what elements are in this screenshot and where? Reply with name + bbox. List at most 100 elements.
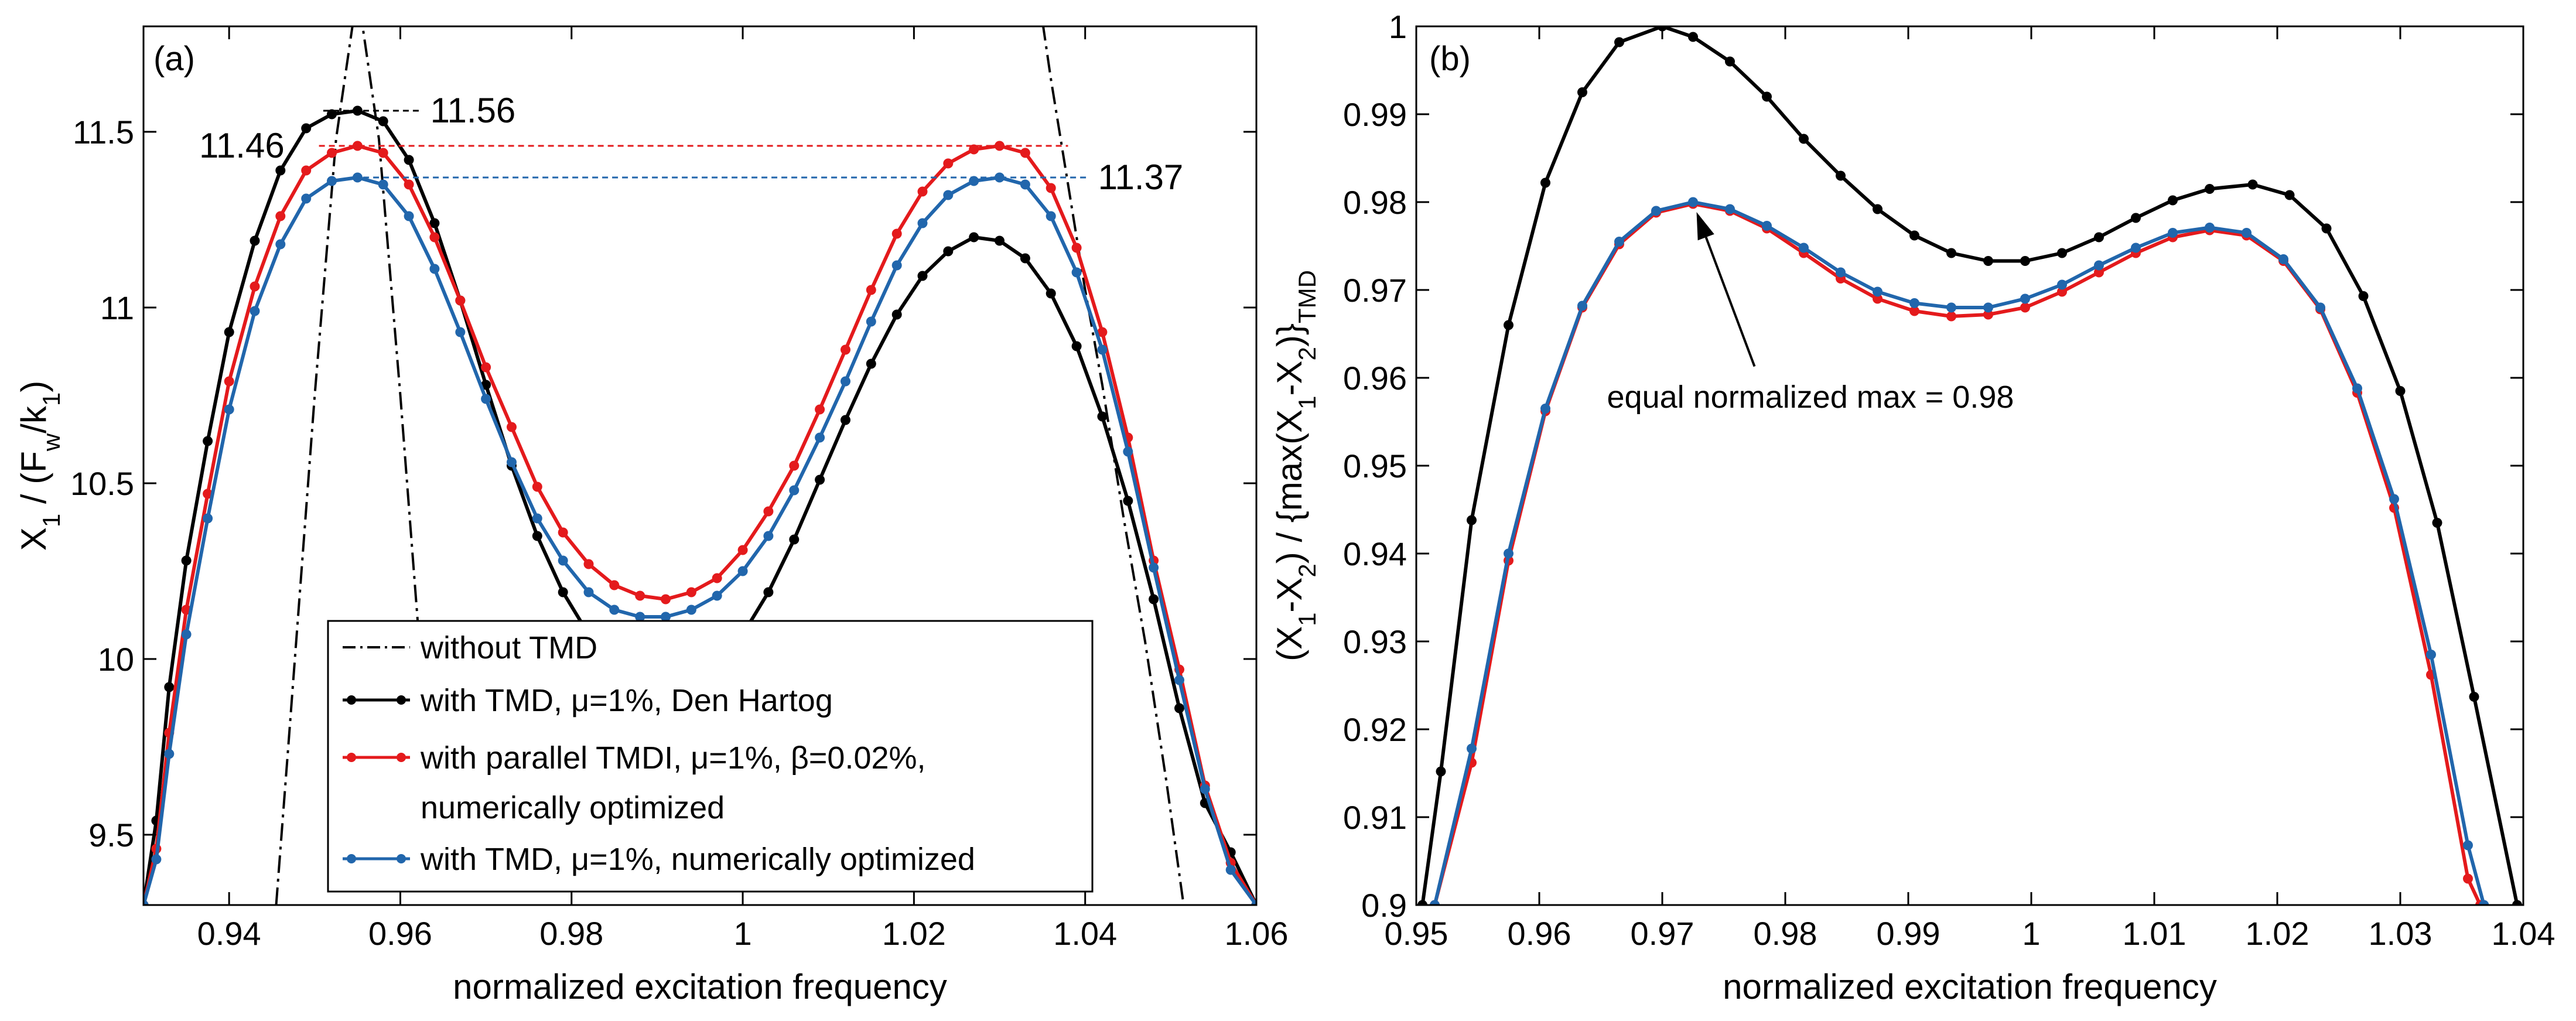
b-point-with-tmd-numerically-optimized-27 — [2426, 650, 2436, 660]
a-point-with-tmd-1-numerically-optimized-43 — [1200, 784, 1210, 794]
legend-marker-tmd-optimized-1 — [347, 854, 356, 863]
a-point-with-tmd-1-numerically-optimized-39 — [1097, 344, 1108, 355]
a-point-with-parallel-tmdi-1-0-02-numerically-optimized-19 — [583, 559, 594, 569]
b-point-with-tmd-den-hartog-15 — [1946, 248, 1956, 258]
a-point-with-tmd-1-den-hartog-28 — [815, 474, 825, 485]
a-point-with-tmd-1-numerically-optimized-16 — [507, 457, 517, 467]
a-point-with-tmd-1-den-hartog-31 — [891, 309, 902, 320]
b-point-with-tmd-numerically-optimized-10 — [1799, 243, 1809, 253]
a-point-with-tmd-1-den-hartog-35 — [995, 235, 1005, 246]
b-xtick-label-9: 1.04 — [2492, 915, 2555, 952]
a-point-with-tmd-1-numerically-optimized-40 — [1123, 446, 1133, 457]
a-point-with-parallel-tmdi-1-0-02-numerically-optimized-31 — [891, 228, 902, 239]
a-xtick-label-4: 1.02 — [882, 915, 946, 952]
a-point-with-tmd-1-den-hartog-9 — [327, 109, 337, 119]
a-point-with-tmd-1-numerically-optimized-19 — [583, 587, 594, 597]
ylabel-b-part-h: 2 — [1293, 347, 1321, 360]
b-point-with-tmd-den-hartog-6 — [1614, 37, 1624, 47]
a-xtick-label-2: 0.98 — [539, 915, 603, 952]
panel-b: 0.95 0.96 0.97 0.98 0.99 1 1.01 1.02 1.03 1.04 0.9… — [1270, 8, 2555, 1006]
b-ytick-label-0: 0.9 — [1361, 887, 1407, 924]
a-point-with-tmd-1-den-hartog-36 — [1020, 253, 1030, 264]
panel-b-xlabel: normalized excitation frequency — [1723, 967, 2217, 1006]
a-series-line-without-tmd-right-branch — [1042, 26, 1185, 905]
a-ytick-label-0: 9.5 — [88, 817, 134, 853]
a-point-with-parallel-tmdi-1-0-02-numerically-optimized-27 — [789, 460, 800, 471]
a-point-with-parallel-tmdi-1-0-02-numerically-optimized-32 — [917, 186, 928, 197]
a-point-with-parallel-tmdi-1-0-02-numerically-optimized-25 — [737, 545, 748, 555]
b-point-with-tmd-den-hartog-13 — [1873, 204, 1883, 214]
a-xtick-label-3: 1 — [733, 915, 751, 952]
legend-label-tmdi-line2: numerically optimized — [421, 790, 725, 825]
b-ytick-label-5: 0.95 — [1343, 448, 1407, 484]
legend-marker-tmd-optimized-2 — [397, 854, 406, 863]
ylabel-b-part-b: 1 — [1293, 613, 1321, 626]
a-point-with-tmd-1-den-hartog-7 — [275, 165, 286, 176]
legend-marker-tmdi-2 — [397, 753, 406, 762]
a-point-with-tmd-1-den-hartog-33 — [943, 246, 954, 257]
annotation-equal-normalized-max: equal normalized max = 0.98 — [1607, 380, 2014, 415]
panel-b-frame — [1415, 25, 2524, 906]
ylabel-a-part-f: 1 — [37, 392, 65, 406]
panel-a-legend: without TMD with TMD, μ=1%, Den Hartog w… — [327, 620, 1094, 893]
b-point-with-tmd-den-hartog-11 — [1799, 134, 1809, 144]
panel-b-plot-area — [1416, 26, 2523, 905]
b-point-with-tmd-den-hartog-23 — [2247, 179, 2258, 190]
b-point-with-tmd-numerically-optimized-29 — [2479, 900, 2489, 905]
b-point-with-parallel-tmdi-28 — [2463, 873, 2473, 884]
annotation-arrow-head — [1696, 212, 1714, 241]
b-point-with-tmd-numerically-optimized-26 — [2389, 494, 2399, 504]
b-ytick-label-8: 0.98 — [1343, 184, 1407, 221]
b-point-with-tmd-numerically-optimized-21 — [2205, 223, 2215, 233]
a-point-with-tmd-1-den-hartog-29 — [841, 415, 850, 425]
b-xtick-label-7: 1.02 — [2246, 915, 2309, 952]
b-point-with-tmd-numerically-optimized-6 — [1651, 206, 1661, 216]
b-point-with-tmd-den-hartog-21 — [2168, 195, 2178, 206]
a-point-with-tmd-1-numerically-optimized-31 — [891, 260, 902, 271]
b-point-with-parallel-tmdi-18 — [2094, 267, 2104, 278]
b-ytick-label-7: 0.97 — [1343, 272, 1407, 309]
a-xtick-label-1: 0.96 — [368, 915, 432, 952]
a-point-with-tmd-1-den-hartog-41 — [1149, 594, 1159, 605]
a-point-with-tmd-1-den-hartog-17 — [532, 531, 542, 541]
panel-a-series — [144, 26, 1256, 905]
b-point-with-tmd-numerically-optimized-22 — [2242, 228, 2252, 238]
b-point-with-tmd-numerically-optimized-19 — [2131, 243, 2141, 253]
a-point-with-tmd-1-numerically-optimized-34 — [969, 176, 979, 186]
a-ytick-label-1: 10 — [98, 641, 134, 678]
ylabel-a-part-a: X — [14, 527, 53, 551]
a-ytick-label-4: 11.5 — [73, 114, 134, 151]
a-point-with-parallel-tmdi-1-0-02-numerically-optimized-29 — [841, 344, 850, 355]
a-series-line-without-tmd — [275, 26, 428, 905]
a-point-with-tmd-1-den-hartog-6 — [250, 235, 260, 246]
b-ytick-label-1: 0.91 — [1343, 799, 1407, 836]
a-point-with-tmd-1-den-hartog-3 — [181, 555, 192, 566]
b-ytick-label-2: 0.92 — [1343, 711, 1407, 748]
b-xtick-label-1: 0.96 — [1508, 915, 1571, 952]
b-point-with-tmd-numerically-optimized-15 — [1983, 302, 1993, 313]
a-point-with-tmd-1-numerically-optimized-5 — [224, 404, 234, 415]
b-point-with-tmd-den-hartog-5 — [1577, 87, 1587, 97]
a-point-with-tmd-1-den-hartog-5 — [224, 327, 234, 337]
a-point-with-parallel-tmdi-1-0-02-numerically-optimized-10 — [352, 141, 363, 151]
b-point-with-tmd-den-hartog-2 — [1467, 515, 1477, 525]
b-point-with-parallel-tmdi-15 — [1983, 309, 1993, 320]
b-xtick-label-0: 0.95 — [1385, 915, 1448, 952]
ylabel-b-part-j: TMD — [1293, 270, 1321, 323]
a-point-with-tmd-1-numerically-optimized-11 — [378, 179, 388, 190]
b-xtick-label-8: 1.03 — [2369, 915, 2432, 952]
a-point-with-parallel-tmdi-1-0-02-numerically-optimized-37 — [1046, 183, 1056, 193]
a-point-with-parallel-tmdi-1-0-02-numerically-optimized-33 — [943, 158, 954, 169]
b-point-with-tmd-den-hartog-28 — [2432, 518, 2442, 528]
a-point-with-tmd-1-den-hartog-26 — [763, 587, 774, 597]
a-point-with-parallel-tmdi-1-0-02-numerically-optimized-30 — [866, 285, 876, 295]
b-point-with-tmd-numerically-optimized-12 — [1873, 286, 1883, 297]
b-ytick-label-10: 1 — [1389, 8, 1407, 45]
b-ytick-label-4: 0.94 — [1343, 535, 1407, 572]
b-point-with-tmd-den-hartog-22 — [2205, 184, 2215, 194]
b-point-with-tmd-numerically-optimized-23 — [2278, 254, 2288, 264]
a-point-with-tmd-1-numerically-optimized-20 — [609, 605, 620, 615]
b-point-with-tmd-numerically-optimized-2 — [1504, 548, 1514, 559]
a-point-with-tmd-1-numerically-optimized-42 — [1174, 675, 1184, 685]
